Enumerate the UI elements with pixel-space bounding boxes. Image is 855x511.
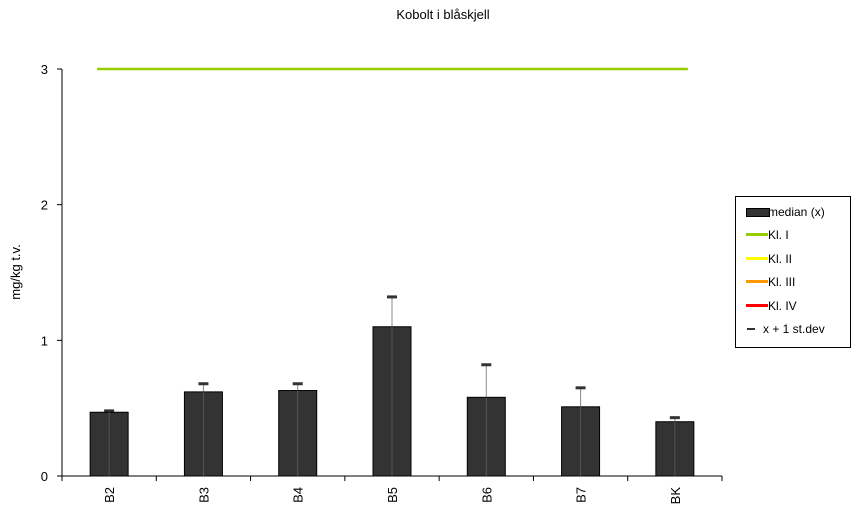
y-tick-label: 1	[41, 333, 48, 348]
legend-swatch	[746, 233, 768, 237]
y-tick-label: 0	[41, 469, 48, 484]
legend-label: Kl. I	[768, 228, 789, 243]
chart-title: Kobolt i blåskjell	[396, 7, 489, 22]
legend-swatch	[746, 303, 768, 307]
legend-label: median (x)	[768, 205, 825, 219]
x-tick-label: B4	[291, 487, 306, 503]
x-tick-label: B5	[385, 487, 400, 503]
legend-label: Kl. III	[768, 275, 796, 290]
legend-swatch	[747, 328, 755, 330]
plot-area: 0 1 2 3 B2 B3 B4 B5 B6 B7 BK	[41, 62, 723, 505]
x-tick-label: B3	[196, 487, 211, 503]
legend-swatch	[746, 256, 768, 260]
legend-label: Kl. II	[768, 251, 793, 266]
x-tick-label: B7	[574, 487, 589, 503]
x-tick-label: B2	[102, 487, 117, 503]
legend-swatch	[746, 208, 770, 217]
y-tick-label: 2	[41, 198, 48, 213]
legend-label: x + 1 st.dev	[763, 322, 825, 336]
x-tick-label: B6	[479, 487, 494, 503]
legend: median (x) Kl. I Kl. II Kl. III Kl. IV x + 1 …	[735, 196, 851, 348]
legend-label: Kl. IV	[768, 298, 797, 313]
x-tick-label: BK	[668, 487, 683, 505]
legend-swatch	[746, 280, 768, 284]
y-tick-label: 3	[41, 62, 48, 77]
y-axis-label: mg/kg t.v.	[8, 244, 23, 299]
